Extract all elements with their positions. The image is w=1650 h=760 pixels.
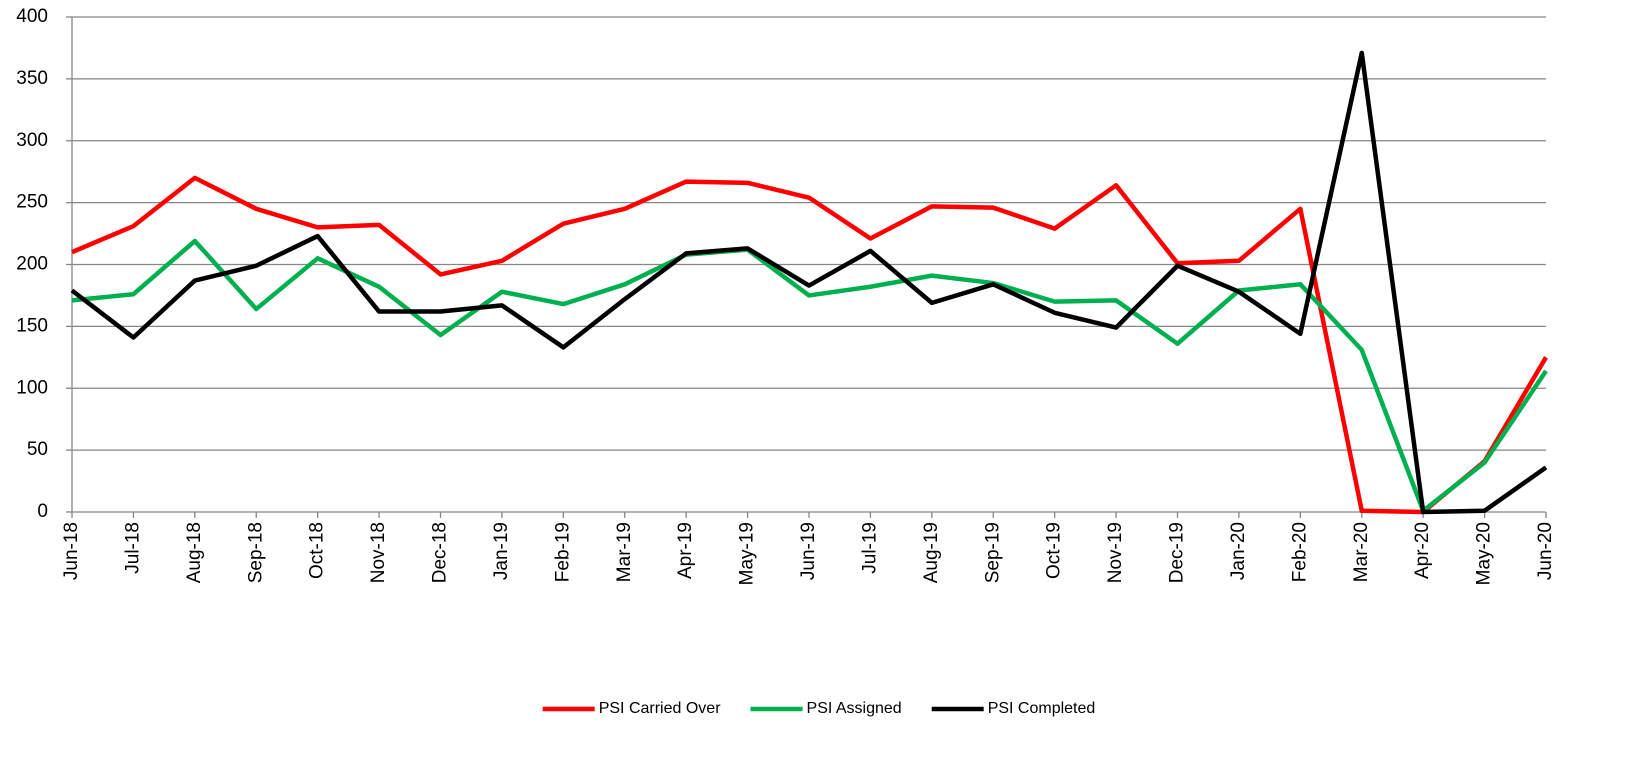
x-tick-label: Jan-19: [491, 522, 512, 580]
x-tick-label: Jan-20: [1228, 522, 1249, 580]
x-tick-label: Dec-18: [430, 522, 451, 583]
x-tick-label: Feb-20: [1289, 522, 1310, 582]
y-tick-label: 400: [16, 6, 48, 27]
y-tick-label: 300: [16, 130, 48, 151]
y-tick-label: 50: [27, 439, 48, 460]
y-tick-label: 0: [37, 501, 48, 522]
legend-label: PSI Assigned: [807, 700, 902, 717]
x-tick-label: Oct-18: [307, 522, 328, 579]
x-tick-label: Nov-18: [368, 522, 389, 583]
y-tick-label: 150: [16, 315, 48, 336]
y-tick-label: 250: [16, 192, 48, 213]
x-tick-label: Sep-18: [245, 522, 266, 583]
x-tick-label: Jun-18: [61, 522, 82, 580]
x-tick-label: May-19: [737, 522, 758, 585]
x-tick-label: Oct-19: [1044, 522, 1065, 579]
y-tick-label: 350: [16, 68, 48, 89]
x-tick-label: Dec-19: [1167, 522, 1188, 583]
series-line: [71, 175, 1548, 515]
legend-label: PSI Carried Over: [599, 700, 721, 717]
x-tick-label: Apr-20: [1412, 522, 1433, 579]
x-tick-label: May-20: [1474, 522, 1495, 585]
y-tick-label: 100: [16, 377, 48, 398]
x-tick-label: Sep-19: [982, 522, 1003, 583]
x-tick-label: Mar-20: [1351, 522, 1372, 582]
x-tick-label: Jul-19: [859, 522, 880, 574]
x-tick-label: Mar-19: [614, 522, 635, 582]
x-tick-label: Apr-19: [675, 522, 696, 579]
series-line: [70, 50, 1548, 515]
x-tick-label: Jun-20: [1535, 522, 1556, 580]
x-tick-label: Aug-18: [184, 522, 205, 583]
y-tick-label: 200: [16, 254, 48, 275]
x-tick-label: Feb-19: [552, 522, 573, 582]
legend-label: PSI Completed: [988, 700, 1096, 717]
x-tick-label: Aug-19: [921, 522, 942, 583]
series-line: [71, 238, 1548, 514]
x-tick-label: Jun-19: [798, 522, 819, 580]
x-tick-label: Jul-18: [122, 522, 143, 574]
x-tick-label: Nov-19: [1105, 522, 1126, 583]
